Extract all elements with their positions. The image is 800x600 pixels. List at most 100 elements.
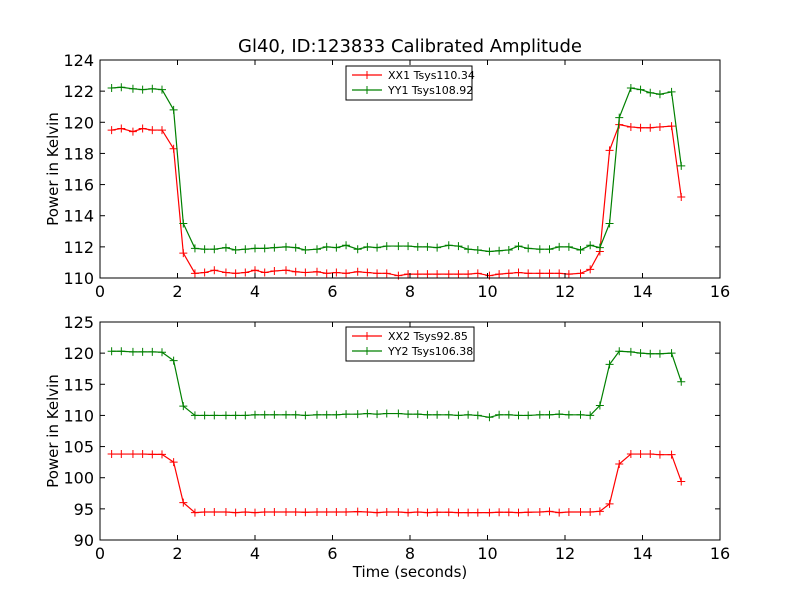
data-point [270,243,279,252]
data-point [158,126,166,135]
data-point [342,507,351,516]
x-tick-label: 16 [710,282,730,301]
data-point [473,411,482,420]
data-point [179,249,188,258]
x-tick-label: 8 [405,282,415,301]
data-point [655,450,664,459]
data-point [495,246,504,255]
data-point [332,507,341,516]
bottom-panel: 0 2 4 6 8 10 12 14 16 90 95 100 105 110 115 120 125 Power… [44,313,730,581]
data-point [646,88,655,97]
x-tick-label: 16 [710,544,730,563]
legend-entry: XX1 Tsys110.34 [388,69,475,82]
data-point [394,242,403,251]
data-point [394,409,403,418]
data-point [158,450,166,459]
y-tick-label: 125 [63,313,94,332]
data-point [128,84,137,93]
data-point [190,411,199,420]
data-point [221,243,230,252]
data-point [454,242,463,251]
data-point [404,508,413,517]
y-tick-label: 112 [63,238,94,257]
x-tick-label: 2 [172,544,182,563]
data-point [667,349,676,358]
data-point [545,245,554,254]
data-point [413,242,422,251]
data-point [677,477,686,486]
data-point [485,247,494,256]
data-point [545,269,554,278]
data-point [514,242,523,251]
data-point [495,410,504,419]
data-point [231,269,240,278]
data-point [444,270,453,279]
data-point [615,347,624,356]
data-point [524,508,533,517]
data-point [404,242,413,251]
data-point [514,508,523,517]
data-point [251,508,259,517]
data-point [646,123,655,132]
data-point [282,410,290,419]
data-point [636,450,645,459]
data-point [301,245,310,254]
data-point [291,243,300,252]
data-point [655,349,664,358]
y-tick-label: 124 [63,51,94,70]
data-point [138,124,147,133]
legend-entry: YY2 Tsys106.38 [387,345,473,358]
data-point [454,508,463,517]
y-tick-label: 120 [63,113,94,132]
legend: XX2 Tsys92.85 YY2 Tsys106.38 [345,326,475,362]
data-point [636,85,645,94]
data-point [291,507,300,516]
data-point [148,450,157,459]
data-point [464,508,473,517]
data-point [179,219,188,228]
data-point [473,245,482,254]
data-point [107,347,116,356]
data-point [363,507,372,516]
data-point [128,127,137,136]
y-tick-label: 100 [63,469,94,488]
data-point [655,122,664,131]
data-point [190,269,199,278]
data-point [169,105,178,114]
data-point [117,347,126,356]
data-point [595,507,604,516]
data-point [423,242,432,251]
data-point [128,347,137,356]
data-point [433,410,442,419]
data-point [413,507,422,516]
data-point [586,507,595,516]
data-point [138,85,147,94]
x-tick-label: 14 [632,544,652,563]
data-point [138,347,147,356]
data-point [677,377,686,386]
y-tick-label: 110 [63,269,94,288]
data-point [251,266,259,275]
data-point [221,411,230,420]
y-tick-label: 114 [63,207,94,226]
data-point [148,126,157,135]
data-point [373,410,382,419]
y-tick-label: 115 [63,375,94,394]
data-point [363,242,372,251]
data-point [210,266,219,275]
data-point [615,113,624,122]
data-point [485,508,494,517]
x-tick-label: 14 [632,282,652,301]
data-point [646,349,655,358]
data-point [394,507,403,516]
data-point [382,269,391,278]
data-point [524,244,533,253]
data-point [535,507,544,516]
data-point [128,450,137,459]
data-point [282,242,290,251]
legend-marker [363,71,371,79]
data-point [555,508,564,517]
data-point [342,269,351,278]
data-point [200,507,209,516]
